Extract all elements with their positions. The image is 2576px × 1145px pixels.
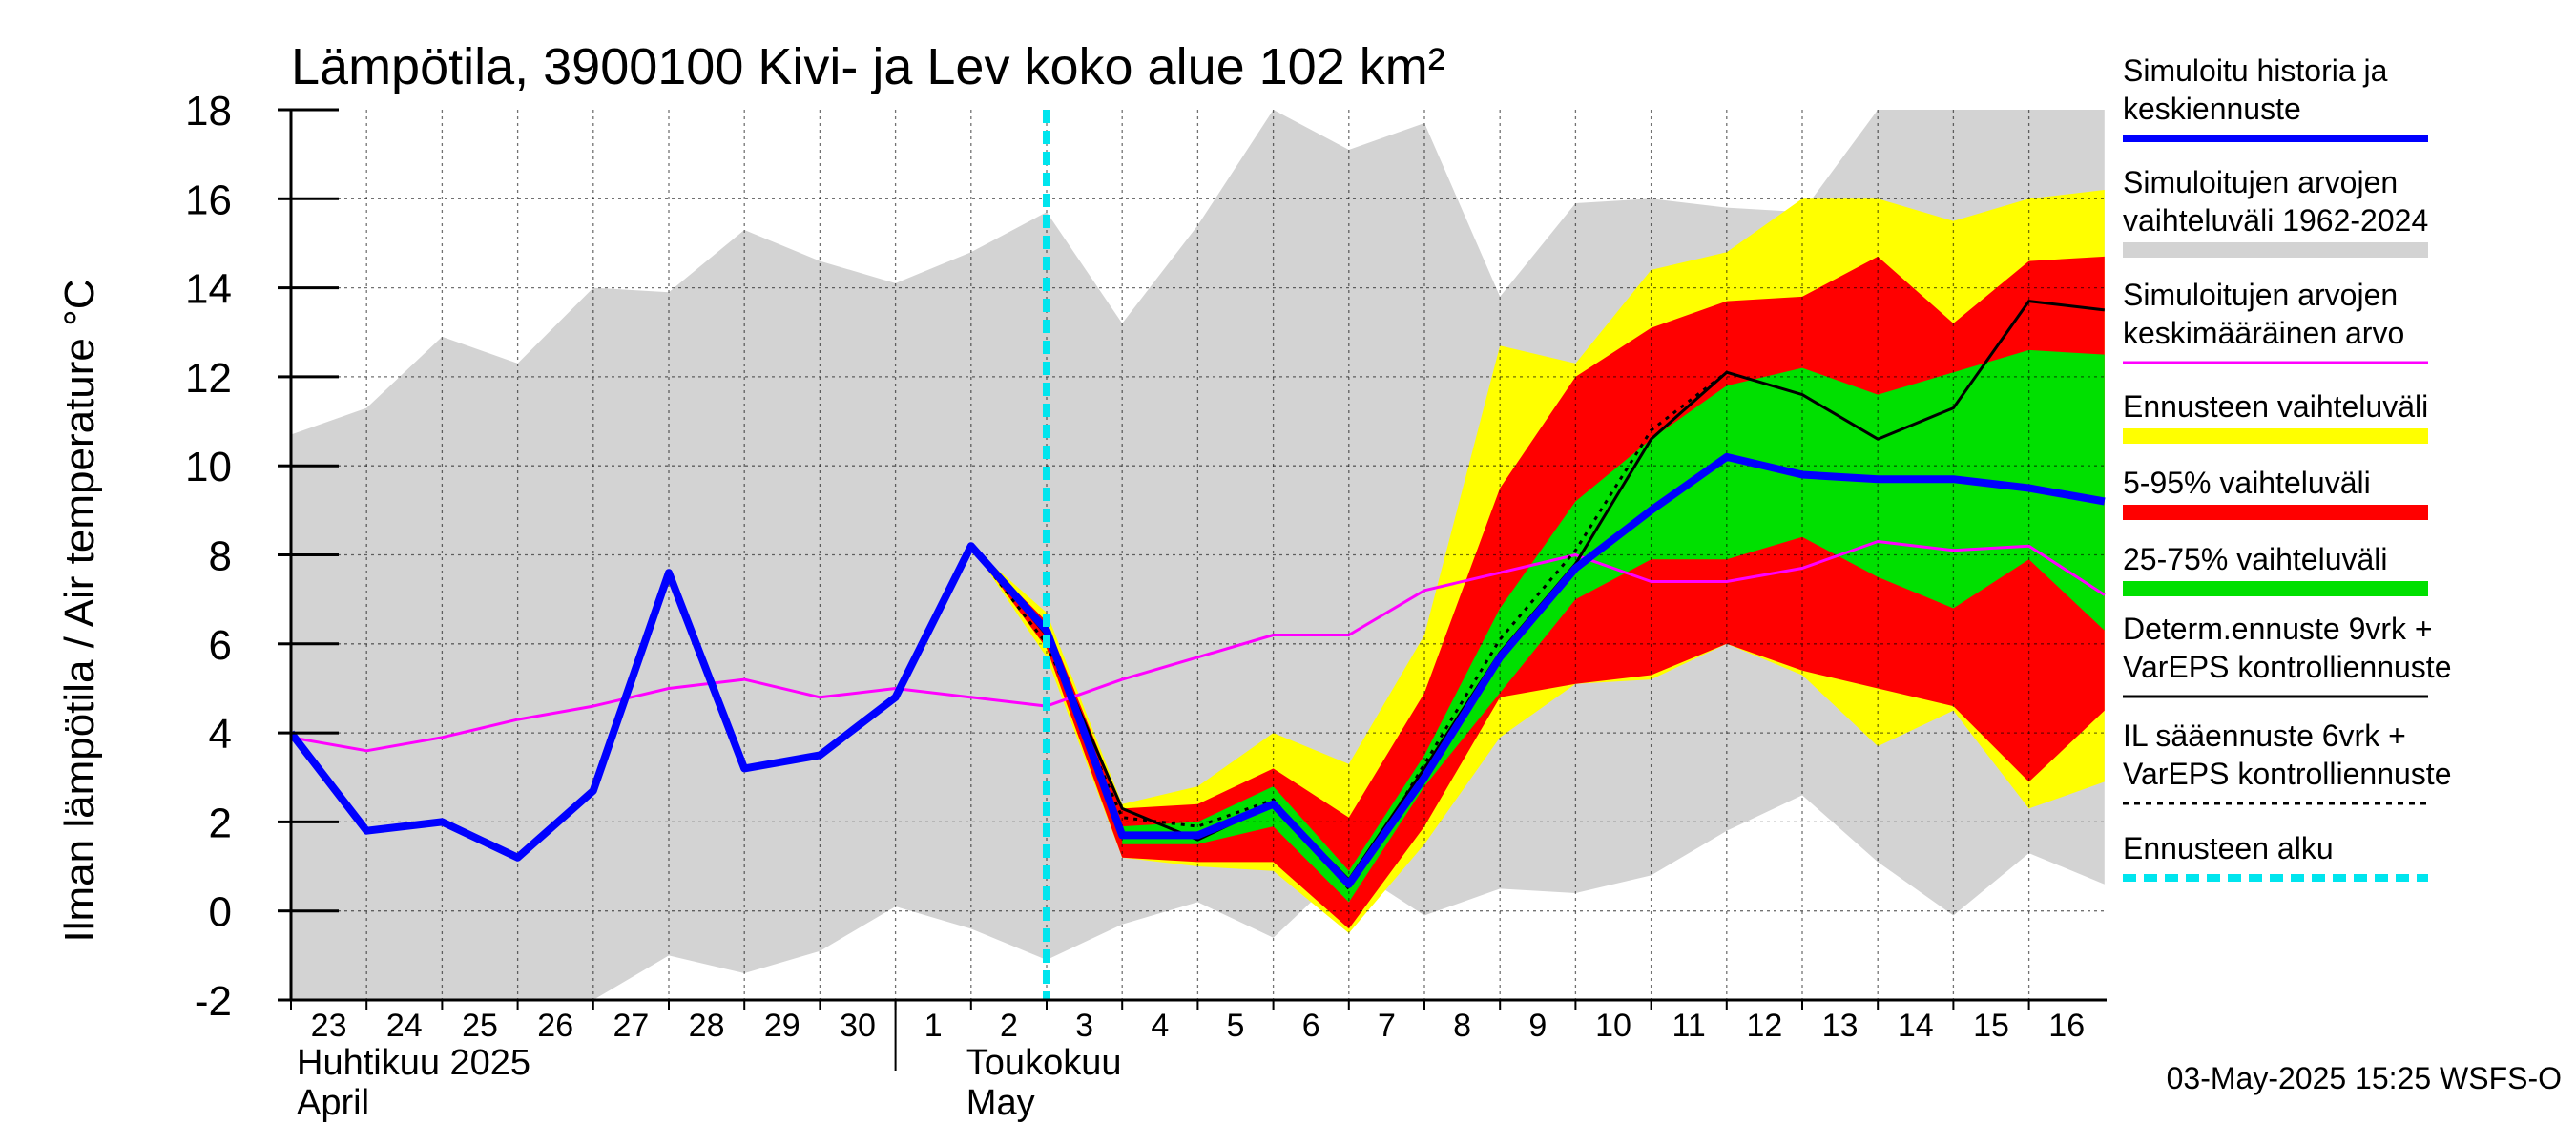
legend-entry-il-s-ennuste-6vrk-vareps-kontrolliennuste: IL sääennuste 6vrk + VarEPS kontrollienn… [2123, 718, 2451, 805]
x-tick-label: 27 [613, 1008, 649, 1044]
line-simuloitu-historia-ja-keskiennuste [291, 452, 2106, 888]
x-tick-label: 16 [2048, 1008, 2085, 1044]
y-tick-label: 6 [209, 622, 232, 669]
legend-label: vaihteluväli 1962-2024 [2123, 203, 2428, 238]
x-tick-label: 2 [1000, 1008, 1018, 1044]
band-25-75-vaihteluv-li [1122, 349, 2105, 903]
y-tick-label: 8 [209, 533, 232, 580]
legend-entry-ennusteen-alku: Ennusteen alku [2123, 831, 2428, 882]
month-label-en: April [297, 1083, 369, 1123]
legend-entry-25-75-vaihteluv-li: 25-75% vaihteluväli [2123, 542, 2428, 596]
legend: Simuloitu historia jakeskiennusteSimuloi… [2123, 53, 2451, 882]
y-tick-label: 4 [209, 711, 232, 758]
y-tick-label: 10 [185, 444, 232, 490]
x-tick-label: 25 [462, 1008, 498, 1044]
legend-label: Simuloitujen arvojen [2123, 278, 2398, 312]
legend-label: 5-95% vaihteluväli [2123, 466, 2371, 500]
legend-label: IL sääennuste 6vrk + [2123, 718, 2406, 753]
legend-label: Simuloitujen arvojen [2123, 165, 2398, 199]
legend-label: Ennusteen alku [2123, 831, 2334, 865]
y-tick-label: 0 [209, 889, 232, 936]
legend-entry-5-95-vaihteluv-li: 5-95% vaihteluväli [2123, 466, 2428, 520]
x-tick-label: 5 [1227, 1008, 1245, 1044]
grid-lines [291, 110, 2107, 1000]
legend-entry-determ-ennuste-9vrk-vareps-kontrolliennuste: Determ.ennuste 9vrk + VarEPS kontrollienn… [2123, 612, 2451, 698]
x-tick-label: 26 [537, 1008, 573, 1044]
legend-label: Ennusteen vaihteluväli [2123, 389, 2428, 424]
month-label: Toukokuu [966, 1043, 1122, 1083]
x-tick-label: 4 [1151, 1008, 1169, 1044]
x-tick-label: 1 [924, 1008, 943, 1044]
x-tick-label: 30 [840, 1008, 876, 1044]
legend-label: Determ.ennuste 9vrk + [2123, 612, 2433, 646]
y-tick-label: 2 [209, 800, 232, 846]
legend-label: keskiennuste [2123, 92, 2301, 126]
legend-label: VarEPS kontrolliennuste [2123, 650, 2451, 684]
month-label: Huhtikuu 2025 [297, 1043, 530, 1083]
legend-label: keskimääräinen arvo [2123, 316, 2404, 350]
x-tick-label: 14 [1898, 1008, 1934, 1044]
x-tick-label: 6 [1302, 1008, 1320, 1044]
legend-label: VarEPS kontrolliennuste [2123, 757, 2451, 791]
y-axis-label: Ilman lämpötila / Air temperature °C [56, 280, 103, 943]
x-tick-label: 28 [689, 1008, 725, 1044]
y-tick-label: -2 [195, 978, 232, 1025]
series-lines [291, 110, 2106, 1000]
timestamp: 03-May-2025 15:25 WSFS-O [2167, 1061, 2562, 1095]
x-tick-label: 15 [1973, 1008, 2009, 1044]
x-tick-label: 8 [1453, 1008, 1471, 1044]
legend-entry-ennusteen-vaihteluv-li: Ennusteen vaihteluväli [2123, 389, 2428, 444]
month-label-en: May [966, 1083, 1035, 1123]
y-tick-label: 14 [185, 266, 232, 313]
x-tick-label: 9 [1528, 1008, 1547, 1044]
x-tick-label: 23 [311, 1008, 347, 1044]
x-tick-label: 3 [1075, 1008, 1093, 1044]
y-tick-label: 18 [185, 88, 232, 135]
x-tick-label: 13 [1822, 1008, 1859, 1044]
x-tick-label: 29 [764, 1008, 800, 1044]
x-tick-label: 11 [1672, 1008, 1706, 1044]
x-tick-label: 12 [1746, 1008, 1782, 1044]
x-tick-label: 10 [1595, 1008, 1631, 1044]
y-tick-label: 12 [185, 355, 232, 402]
chart-title: Lämpötila, 3900100 Kivi- ja Lev koko alu… [291, 38, 1445, 95]
legend-entry-simuloitujen-arvojen-vaihteluv-li-1962-2024: Simuloitujen arvojen vaihteluväli 1962-20… [2123, 165, 2428, 258]
legend-entry-simuloitu-historia-ja-keskiennuste: Simuloitu historia ja keskiennuste [2123, 53, 2428, 142]
y-tick-label: 16 [185, 177, 232, 223]
legend-label: 25-75% vaihteluväli [2123, 542, 2388, 576]
x-tick-label: 24 [386, 1008, 423, 1044]
legend-label: Simuloitu historia ja [2123, 53, 2388, 88]
x-tick-label: 7 [1378, 1008, 1396, 1044]
legend-entry-simuloitujen-arvojen-keskim-r-inen-arvo: Simuloitujen arvojen keskimääräinen arvo [2123, 278, 2428, 364]
line-simuloitujen-arvojen-keskim-r-inen-arvo [291, 540, 2106, 753]
